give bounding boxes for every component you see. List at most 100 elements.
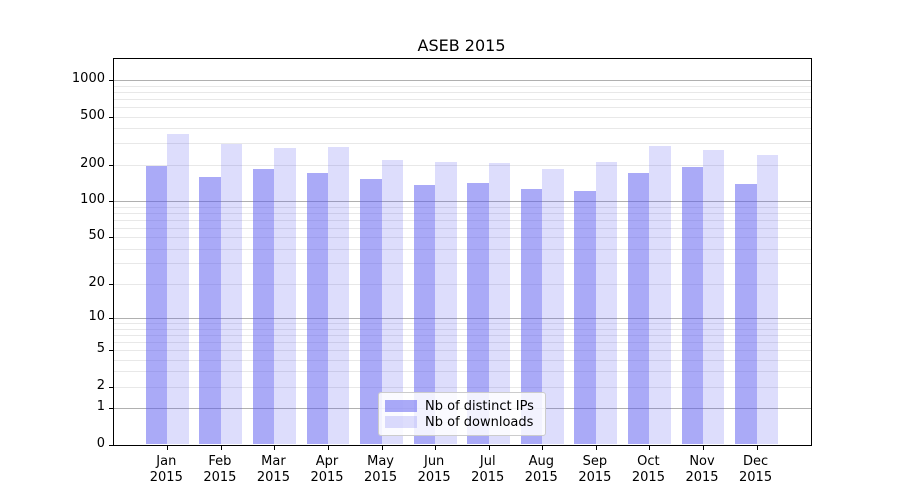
y-tick-label: 2: [96, 377, 105, 393]
minor-gridline: [114, 85, 811, 87]
x-tick-label: Jun 2015: [417, 453, 451, 485]
x-tick-label: Feb 2015: [203, 453, 237, 485]
bar-ips-may: [360, 179, 382, 445]
x-tick-label: Nov 2015: [685, 453, 719, 485]
legend-label-distinct-ips: Nb of distinct IPs: [425, 398, 534, 414]
major-gridline: [114, 80, 811, 82]
minor-gridline: [114, 206, 811, 208]
x-tick: [542, 445, 544, 450]
bar-downloads-jul: [488, 163, 511, 445]
y-tick: [109, 164, 113, 166]
chart-title: ASEB 2015: [417, 36, 506, 55]
x-tick: [756, 445, 758, 450]
bar-ips-nov: [681, 167, 703, 445]
y-tick-label: 10: [88, 308, 105, 324]
bar-downloads-mar: [274, 147, 296, 445]
bar-downloads-apr: [328, 146, 350, 445]
minor-gridline: [114, 248, 811, 250]
y-tick-label: 5: [96, 340, 105, 356]
y-tick: [109, 386, 113, 388]
minor-gridline: [114, 323, 811, 325]
plot-area: [109, 58, 812, 450]
minor-gridline: [114, 106, 811, 108]
legend-label-downloads: Nb of downloads: [425, 414, 534, 430]
legend: Nb of distinct IPs Nb of downloads: [378, 392, 546, 436]
x-tick-label: Jan 2015: [149, 453, 183, 485]
y-tick-label: 50: [88, 228, 105, 244]
bar-ips-feb: [199, 177, 221, 445]
y-tick: [109, 444, 113, 446]
bar-downloads-aug: [542, 169, 564, 445]
x-tick-label: Mar 2015: [256, 453, 290, 485]
legend-row-downloads: Nb of downloads: [385, 414, 537, 430]
minor-gridline: [114, 341, 811, 343]
bar-ips-jan: [145, 165, 168, 445]
minor-gridline: [114, 328, 811, 330]
minor-gridline: [114, 349, 811, 351]
y-tick: [109, 283, 113, 285]
bar-downloads-may: [381, 159, 403, 445]
bar-downloads-jun: [435, 162, 457, 445]
bar-downloads-jan: [167, 133, 189, 445]
bar-downloads-dec: [756, 155, 778, 445]
bar-ips-aug: [520, 188, 543, 445]
x-tick: [274, 445, 276, 450]
minor-gridline: [114, 143, 811, 145]
minor-gridline: [114, 212, 811, 214]
x-tick: [649, 445, 651, 450]
legend-swatch-distinct-ips: [385, 400, 417, 412]
x-tick-label: Dec 2015: [739, 453, 773, 485]
x-tick-label: May 2015: [364, 453, 398, 485]
minor-gridline: [114, 91, 811, 93]
minor-gridline: [114, 359, 811, 361]
legend-row-distinct-ips: Nb of distinct IPs: [385, 398, 537, 414]
minor-gridline: [114, 283, 811, 285]
bar-downloads-oct: [649, 146, 671, 445]
x-tick: [167, 445, 169, 450]
x-tick: [435, 445, 437, 450]
y-tick-label: 500: [80, 107, 105, 123]
bar-ips-jul: [467, 182, 489, 445]
y-tick: [109, 349, 113, 351]
minor-gridline: [114, 263, 811, 265]
y-tick-label: 100: [80, 192, 105, 208]
minor-gridline: [114, 334, 811, 336]
minor-gridline: [114, 386, 811, 388]
minor-gridline: [114, 164, 811, 166]
legend-swatch-downloads: [385, 416, 417, 428]
x-tick: [381, 445, 383, 450]
x-tick-label: Apr 2015: [310, 453, 344, 485]
bar-downloads-feb: [220, 143, 243, 445]
x-tick: [328, 445, 329, 450]
bar-ips-dec: [735, 184, 757, 445]
x-tick-label: Oct 2015: [631, 453, 665, 485]
minor-gridline: [114, 371, 811, 373]
y-tick: [109, 407, 113, 409]
bar-ips-oct: [628, 172, 650, 445]
minor-gridline: [114, 227, 811, 229]
y-tick: [109, 317, 113, 319]
y-tick: [109, 237, 113, 239]
x-tick: [595, 445, 597, 450]
major-gridline: [114, 317, 811, 319]
y-tick: [109, 201, 113, 203]
x-tick-label: Aug 2015: [524, 453, 558, 485]
bar-ips-mar: [253, 169, 275, 445]
y-tick-label: 20: [88, 274, 105, 290]
minor-gridline: [114, 219, 811, 221]
bar-ips-jun: [413, 184, 436, 445]
minor-gridline: [114, 128, 811, 130]
y-tick-label: 200: [80, 155, 105, 171]
minor-gridline: [114, 116, 811, 118]
x-tick: [220, 445, 222, 450]
minor-gridline: [114, 237, 811, 239]
bar-downloads-sep: [595, 162, 618, 445]
y-tick: [109, 80, 113, 82]
x-tick: [488, 445, 490, 450]
x-tick: [703, 445, 704, 450]
minor-gridline: [114, 98, 811, 100]
bar-downloads-nov: [703, 150, 725, 445]
major-gridline: [114, 201, 811, 203]
y-tick-label: 1: [96, 398, 105, 414]
